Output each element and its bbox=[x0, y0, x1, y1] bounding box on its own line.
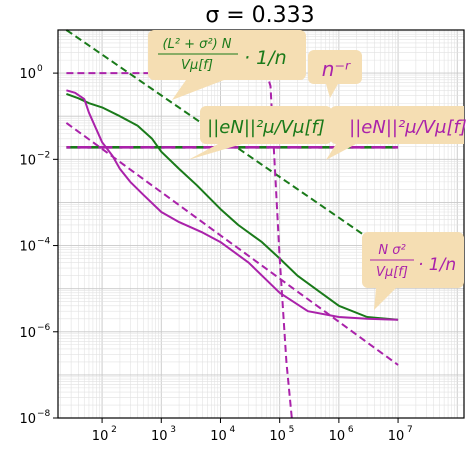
callout-box bbox=[148, 30, 306, 100]
green-error-label: ||eN||²μ/Vμ[f] bbox=[207, 117, 325, 138]
callout-box bbox=[308, 50, 362, 98]
x-tick-exponent: 5 bbox=[289, 425, 295, 435]
y-tick-exponent: 0 bbox=[37, 64, 43, 74]
x-axis: 10 2 10 3 10 4 10 5 10 6 10 7 bbox=[92, 418, 413, 444]
x-tick-label: 10 bbox=[329, 429, 346, 444]
y-tick-label: 10 bbox=[19, 240, 36, 255]
y-tick-exponent: −8 bbox=[37, 409, 51, 419]
callout-box bbox=[326, 106, 464, 160]
y-tick-label: 10 bbox=[19, 67, 36, 82]
x-tick-label: 10 bbox=[210, 429, 227, 444]
magenta-bound-suffix: · 1/n bbox=[418, 255, 456, 275]
x-tick-exponent: 2 bbox=[111, 425, 117, 435]
y-tick-exponent: −6 bbox=[37, 323, 51, 333]
series-line-1 bbox=[66, 89, 399, 321]
x-tick-exponent: 3 bbox=[170, 425, 176, 435]
callout-box bbox=[362, 232, 464, 310]
plot-frame bbox=[57, 29, 465, 419]
annotation-magenta-error: ||eN||²μ/Vμ[f] bbox=[326, 106, 467, 160]
y-tick-label: 10 bbox=[19, 153, 36, 168]
y-tick-label: 10 bbox=[19, 326, 36, 341]
annotation-magenta-bound: N σ² Vμ[f] · 1/n bbox=[362, 232, 464, 310]
chart-title: σ = 0.333 bbox=[205, 3, 314, 28]
x-tick-label: 10 bbox=[92, 429, 109, 444]
x-tick-exponent: 7 bbox=[407, 425, 413, 435]
x-tick-label: 10 bbox=[151, 429, 168, 444]
green-bound-denominator: Vμ[f] bbox=[181, 58, 213, 73]
series-line-0 bbox=[66, 92, 399, 321]
green-bound-numerator: (L² + σ²) N bbox=[162, 37, 231, 52]
x-tick-label: 10 bbox=[269, 429, 286, 444]
y-tick-label: 10 bbox=[19, 412, 36, 427]
callout-box bbox=[188, 106, 332, 160]
green-bound-suffix: · 1/n bbox=[244, 47, 287, 69]
magenta-error-label: ||eN||²μ/Vμ[f] bbox=[349, 117, 467, 138]
grid bbox=[58, 29, 464, 419]
annotation-green-error: ||eN||²μ/Vμ[f] bbox=[188, 106, 332, 160]
y-tick-exponent: −2 bbox=[37, 150, 50, 160]
magenta-bound-numerator: N σ² bbox=[378, 243, 405, 258]
y-tick-exponent: −4 bbox=[37, 237, 51, 247]
x-tick-exponent: 4 bbox=[229, 425, 235, 435]
x-tick-label: 10 bbox=[388, 429, 405, 444]
annotation-green-bound: (L² + σ²) N Vμ[f] · 1/n bbox=[148, 30, 306, 100]
magenta-bound-denominator: Vμ[f] bbox=[376, 265, 408, 280]
series-group bbox=[65, 29, 399, 419]
x-tick-exponent: 6 bbox=[348, 425, 354, 435]
annotation-power-law: n⁻ʳ bbox=[308, 50, 362, 98]
series-line-3 bbox=[65, 122, 399, 366]
power-law-label: n⁻ʳ bbox=[322, 57, 351, 81]
